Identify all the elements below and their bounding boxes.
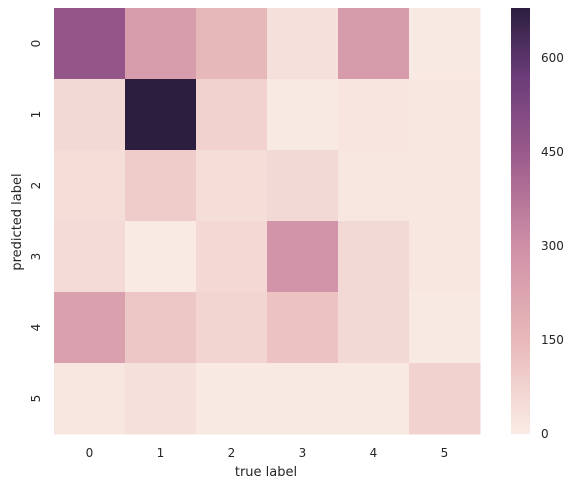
heatmap-cell-r3-c2 — [196, 221, 268, 293]
x-tick-label: 0 — [86, 446, 94, 460]
heatmap-cell-r1-c0 — [54, 79, 126, 151]
heatmap-cell-r1-c3 — [267, 79, 339, 151]
heatmap-cell-r3-c5 — [409, 221, 481, 293]
heatmap-cell-r4-c0 — [54, 292, 126, 364]
heatmap-cell-r5-c1 — [125, 363, 197, 435]
heatmap-cell-r2-c2 — [196, 150, 268, 222]
heatmap-cell-r5-c0 — [54, 363, 126, 435]
heatmap-cell-r0-c4 — [338, 8, 410, 80]
heatmap-cell-r5-c5 — [409, 363, 481, 435]
heatmap-cell-r0-c2 — [196, 8, 268, 80]
heatmap-cell-r0-c0 — [54, 8, 126, 80]
heatmap-cell-r2-c5 — [409, 150, 481, 222]
heatmap-cell-r2-c0 — [54, 150, 126, 222]
heatmap-cell-r4-c1 — [125, 292, 197, 364]
y-tick-label: 3 — [29, 253, 43, 261]
y-tick-label: 5 — [29, 395, 43, 403]
heatmap-cell-r2-c1 — [125, 150, 197, 222]
x-axis-label: true label — [235, 465, 297, 480]
x-tick-label: 5 — [441, 446, 449, 460]
heatmap-cell-r3-c1 — [125, 221, 197, 293]
heatmap-cell-r5-c3 — [267, 363, 339, 435]
colorbar-tick-label: 150 — [541, 333, 564, 347]
x-tick-label: 1 — [157, 446, 165, 460]
x-tick-labels: 0 1 2 3 4 5 — [86, 446, 449, 460]
heatmap-cell-r0-c1 — [125, 8, 197, 80]
heatmap-cell-r4-c4 — [338, 292, 410, 364]
heatmap-cell-r3-c3 — [267, 221, 339, 293]
heatmap-cell-r4-c3 — [267, 292, 339, 364]
y-tick-labels: 0 1 2 3 4 5 — [29, 40, 43, 403]
y-tick-label: 4 — [29, 324, 43, 332]
heatmap-cell-r2-c4 — [338, 150, 410, 222]
heatmap-cell-r0-c3 — [267, 8, 339, 80]
heatmap-cell-r3-c0 — [54, 221, 126, 293]
y-tick-label: 0 — [29, 40, 43, 48]
colorbar-tick-labels: 0 150 300 450 600 — [541, 51, 564, 441]
heatmap-cell-r1-c4 — [338, 79, 410, 151]
heatmap-cell-r4-c5 — [409, 292, 481, 364]
heatmap-cell-r1-c1 — [125, 79, 197, 151]
heatmap-cell-r4-c2 — [196, 292, 268, 364]
colorbar — [511, 8, 530, 434]
x-tick-label: 3 — [299, 446, 307, 460]
heatmap-cell-r0-c5 — [409, 8, 481, 80]
heatmap-cell-r5-c2 — [196, 363, 268, 435]
colorbar-tick-label: 300 — [541, 239, 564, 253]
heatmap-cell-r3-c4 — [338, 221, 410, 293]
y-tick-label: 2 — [29, 182, 43, 190]
colorbar-tick-label: 450 — [541, 145, 564, 159]
x-tick-label: 2 — [228, 446, 236, 460]
y-tick-label: 1 — [29, 111, 43, 119]
colorbar-tick-label: 600 — [541, 51, 564, 65]
colorbar-tick-label: 0 — [541, 427, 549, 441]
heatmap-cell-r2-c3 — [267, 150, 339, 222]
y-axis-label: predicted label — [10, 173, 25, 270]
x-tick-label: 4 — [370, 446, 378, 460]
heatmap-cell-r1-c2 — [196, 79, 268, 151]
heatmap-cell-r5-c4 — [338, 363, 410, 435]
heatmap-cell-r1-c5 — [409, 79, 481, 151]
heatmap-cells — [54, 8, 481, 435]
